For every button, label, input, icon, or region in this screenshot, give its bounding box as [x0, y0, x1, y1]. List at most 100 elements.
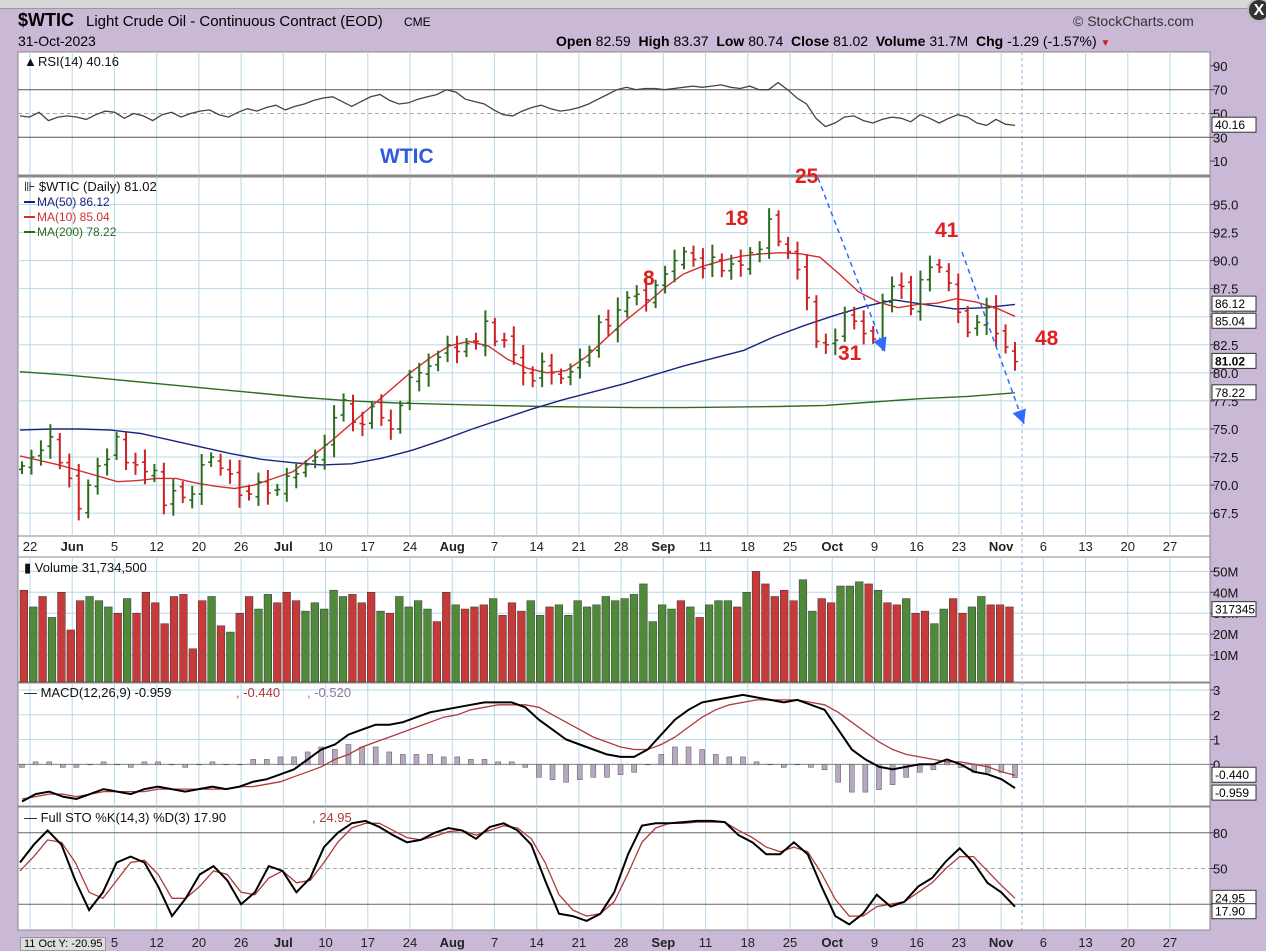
price-tick-label: 82.5: [1213, 338, 1238, 353]
price-bar: [501, 332, 508, 348]
volume-bar: [789, 600, 798, 683]
volume-bar: [986, 604, 995, 683]
x-tick-label: 10: [318, 539, 332, 554]
price-bar: [529, 366, 536, 388]
volume-bar: [245, 596, 254, 683]
volume-bar: [47, 617, 57, 683]
price-bar: [775, 210, 782, 247]
volume-bar: [273, 602, 282, 683]
x-tick-label: 18: [741, 539, 755, 554]
rsi-panel-label: ▲: [24, 54, 37, 69]
volume-bar: [545, 606, 554, 683]
price-bar: [851, 306, 858, 330]
price-bar: [633, 285, 640, 306]
x-tick-label: 20: [192, 539, 206, 554]
volume-bar: [479, 604, 488, 683]
macd-hist-bar: [182, 764, 188, 768]
volume-bar: [94, 600, 104, 683]
price-bar: [889, 276, 896, 313]
volume-bar: [761, 583, 770, 683]
macd-hist-bar: [1012, 764, 1018, 778]
price-tick-label: 80.0: [1213, 366, 1238, 381]
volume-bar: [639, 583, 648, 683]
close-icon[interactable]: X: [1247, 0, 1266, 22]
price-bar: [974, 314, 981, 336]
price-tick-label: 72.5: [1213, 450, 1238, 465]
macd-hist-bar: [114, 764, 120, 766]
volume-bar: [930, 623, 939, 683]
annotation-label: 18: [725, 207, 749, 230]
volume-bar: [76, 600, 85, 683]
x-tick-label-bottom: 21: [572, 935, 586, 950]
volume-bar: [19, 589, 28, 683]
price-bar: [255, 472, 262, 506]
macd-hist-bar: [468, 759, 474, 766]
price-legend-title: ⊪ $WTIC (Daily) 81.02: [24, 179, 157, 194]
price-bar: [302, 460, 309, 478]
price-bar: [586, 345, 593, 367]
price-bar: [643, 278, 650, 312]
macd-hist-bar: [889, 764, 896, 785]
price-bar: [321, 434, 328, 470]
volume-bar: [235, 612, 244, 683]
chg-value: -1.29 (-1.57%): [1007, 33, 1097, 49]
legend-entry: MA(200) 78.22: [37, 225, 117, 239]
volume-bar: [404, 606, 413, 683]
volume-bar: [338, 596, 348, 683]
price-bar: [907, 275, 914, 316]
volume-bar: [723, 600, 732, 683]
macd-hist-bar: [685, 746, 692, 766]
x-tick-label-bottom: Oct: [821, 935, 843, 950]
volume-bar: [592, 604, 601, 683]
price-bar: [558, 368, 565, 385]
price-bar: [37, 440, 44, 466]
volume-bar: [376, 610, 385, 683]
volume-bar: [845, 585, 854, 683]
volume-bar: [611, 600, 620, 683]
volume-bar: [526, 600, 535, 683]
macd-hist-bar: [631, 764, 637, 773]
panel-price: [17, 175, 1211, 537]
volume-bar: [686, 606, 695, 683]
rsi-line: [19, 81, 1016, 128]
rsi-tick-label: 30: [1213, 130, 1227, 145]
volume-bar: [967, 606, 977, 683]
volume-bar: [911, 612, 920, 683]
x-tick-label: Aug: [440, 539, 465, 554]
x-tick-label-bottom: 20: [1121, 935, 1135, 950]
volume-bar: [883, 602, 892, 683]
volume-bar: [188, 648, 197, 683]
price-bar: [85, 479, 92, 519]
macd-tick-label: 2: [1213, 708, 1220, 723]
volume-bar: [733, 606, 742, 683]
trend-arrow-2-line: [961, 251, 1025, 425]
volume-tick-label: 10M: [1213, 648, 1238, 663]
macd-hist-bar: [209, 761, 216, 766]
macd-hist-bar: [236, 764, 243, 766]
volume-bar: [413, 600, 423, 683]
price-bar: [368, 400, 375, 429]
macd-hist-bar: [590, 764, 597, 778]
macd-hist-bar: [576, 764, 583, 780]
price-tick-label: 75.0: [1213, 422, 1238, 437]
price-bar: [595, 314, 602, 358]
price-bar: [123, 432, 130, 470]
price-bar: [75, 463, 82, 521]
trend-arrow-1-line: [817, 177, 886, 353]
price-bar: [548, 353, 555, 385]
price-bar: [406, 369, 413, 411]
brand-label[interactable]: © StockCharts.com: [1073, 13, 1194, 29]
price-bar: [747, 247, 754, 275]
price-bar: [179, 481, 186, 504]
sto-tick-label: 50: [1213, 862, 1227, 877]
price-tick-label: 90.0: [1213, 254, 1238, 269]
x-tick-label-bottom: 26: [234, 935, 248, 950]
volume-bar: [57, 592, 66, 683]
x-tick-label-bottom: 27: [1163, 935, 1177, 950]
open-label: Open: [556, 33, 592, 49]
price-bar: [104, 448, 111, 476]
macd-line: [21, 693, 1016, 803]
ma10-value-box-box: [1211, 312, 1257, 329]
price-bar: [28, 449, 35, 475]
